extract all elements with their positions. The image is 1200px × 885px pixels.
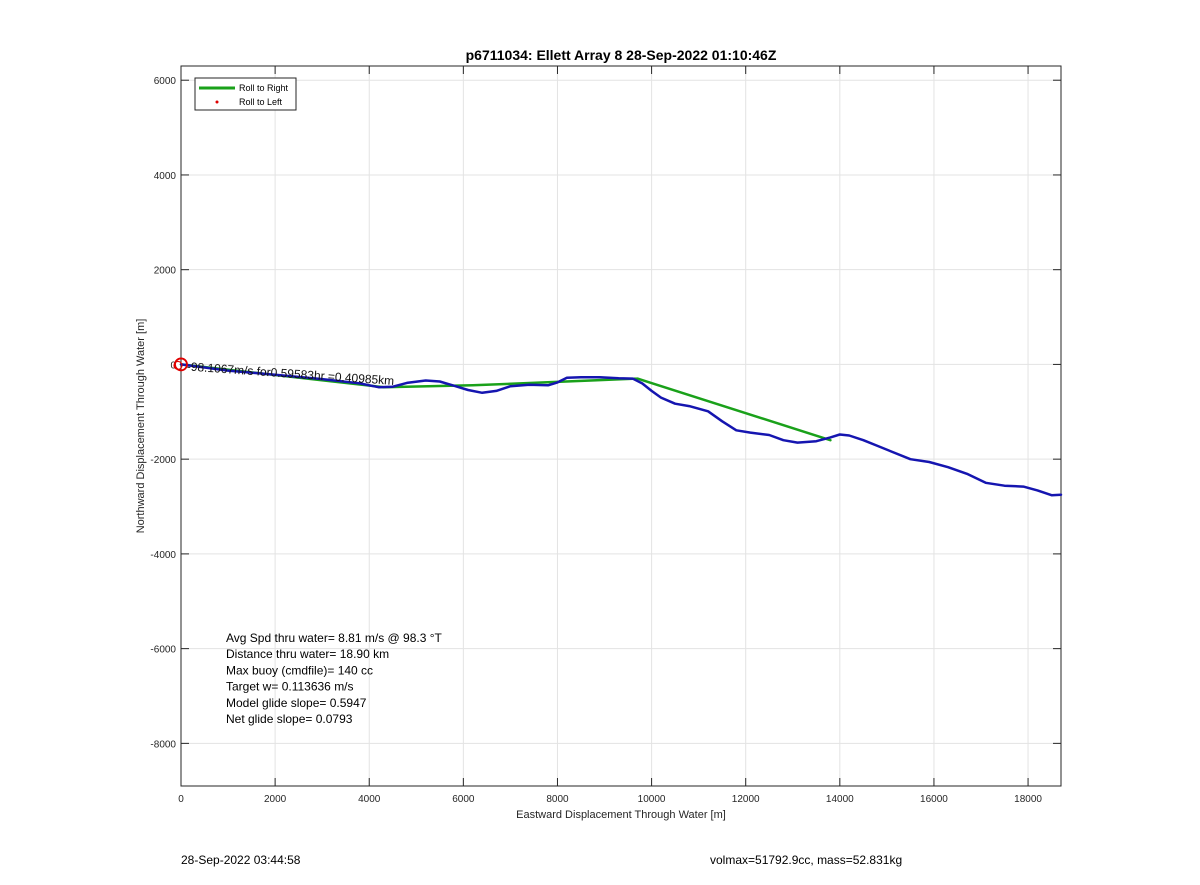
legend-label: Roll to Left (239, 97, 283, 107)
annotation-line: Net glide slope= 0.0793 (226, 712, 353, 726)
y-tick-label: -4000 (150, 550, 176, 561)
legend-box (194, 77, 297, 111)
start-marker-inner (173, 360, 183, 371)
y-tick-label: -8000 (150, 739, 176, 750)
x-tick-label: 12000 (732, 794, 760, 805)
annotation-line: Target w= 0.113636 m/s (226, 680, 354, 694)
x-axis-label: Eastward Displacement Through Water [m] (516, 809, 726, 821)
y-tick-label: 4000 (154, 171, 177, 182)
footer-volmax-mass: volmax=51792.9cc, mass=52.831kg (710, 853, 903, 867)
legend-dot-marker (215, 100, 219, 104)
start-marker (174, 357, 188, 372)
x-tick-label: 8000 (546, 794, 569, 805)
y-tick-label: -2000 (150, 455, 176, 466)
annotation-line: Avg Spd thru water= 8.81 m/s @ 98.3 °T (226, 631, 443, 645)
x-tick-label: 10000 (638, 794, 666, 805)
series-line-1 (179, 363, 1063, 497)
overlap-label: -98.1067m/s for0.59583hr =0.40985km (186, 359, 394, 387)
annotation-line: Distance thru water= 18.90 km (226, 647, 389, 661)
x-tick-label: 2000 (264, 794, 287, 805)
x-tick-label: 14000 (826, 794, 854, 805)
x-tick-label: 18000 (1014, 794, 1042, 805)
y-tick-label: 2000 (154, 266, 177, 277)
chart-title: p6711034: Ellett Array 8 28-Sep-2022 01:… (466, 47, 777, 63)
y-axis-label: Northward Displacement Through Water [m] (135, 319, 147, 534)
x-tick-label: 6000 (452, 794, 475, 805)
x-tick-label: 4000 (358, 794, 381, 805)
annotation-line: Max buoy (cmdfile)= 140 cc (226, 663, 373, 677)
annotation-line: Model glide slope= 0.5947 (226, 696, 367, 710)
x-tick-label: 0 (178, 794, 184, 805)
x-tick-label: 16000 (920, 794, 948, 805)
y-tick-label: 6000 (154, 76, 177, 87)
y-tick-label: -6000 (150, 645, 176, 656)
axes-box (180, 65, 1062, 787)
legend-label: Roll to Right (239, 83, 289, 93)
footer-timestamp: 28-Sep-2022 03:44:58 (181, 853, 301, 867)
